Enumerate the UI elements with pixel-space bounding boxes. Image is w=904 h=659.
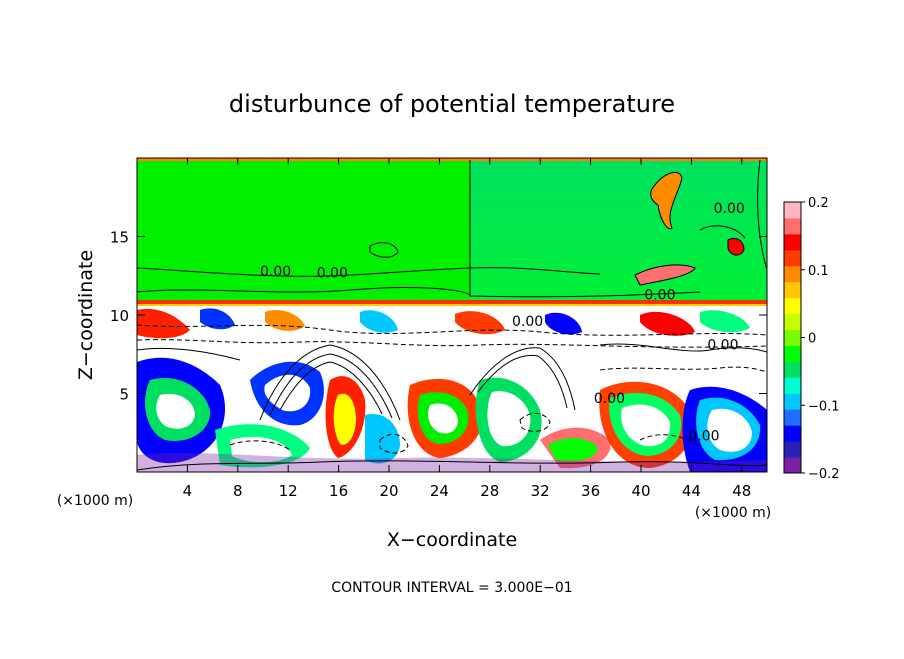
colorbar-tick-label: 0.1 [808, 264, 829, 279]
x-tick-label: 20 [379, 482, 398, 500]
contour-label: 0.00 [317, 265, 348, 281]
x-tick-label: 8 [233, 482, 243, 500]
x-tick-label: 16 [329, 482, 348, 500]
contour-lines [137, 159, 767, 471]
colorbar-segment [784, 457, 801, 474]
colorbar-segment [784, 425, 801, 442]
colorbar-segment [784, 202, 801, 219]
colorbar-segment [784, 233, 801, 251]
x-tick-label: 32 [531, 482, 550, 500]
chart-title: disturbunce of potential temperature [229, 90, 675, 118]
x-tick-label: 40 [631, 482, 650, 500]
plot-area: 0.00 0.00 0.00 0.00 0.00 0.00 0.00 0.00 [137, 158, 767, 472]
y-axis: 5 10 15 [110, 229, 767, 404]
colorbar-segment [784, 409, 801, 426]
colorbar-segment [784, 361, 801, 378]
y-axis-label: Z−coordinate [75, 250, 97, 380]
contour-labels: 0.00 0.00 0.00 0.00 0.00 0.00 0.00 0.00 [260, 201, 745, 445]
contour-label: 0.00 [260, 264, 291, 280]
colorbar-segment [784, 249, 801, 267]
y-axis-unit: (×1000 m) [57, 493, 133, 509]
colorbar-tick-label: −0.2 [808, 467, 840, 482]
colorbar-tick-label: 0.2 [808, 196, 829, 211]
contour-label: 0.00 [714, 201, 745, 217]
x-tick-label: 4 [183, 482, 193, 500]
contour-label: 0.00 [688, 429, 719, 445]
colorbar-segment [784, 217, 801, 235]
x-tick-label: 24 [430, 482, 449, 500]
colorbar-segment [784, 297, 801, 315]
x-axis-unit: (×1000 m) [695, 505, 771, 521]
contour-label: 0.00 [512, 314, 543, 330]
x-tick-label: 12 [279, 482, 298, 500]
colorbar-segment [784, 281, 801, 299]
contour-label: 0.00 [707, 338, 738, 354]
tropopause-band [137, 300, 767, 304]
colorbar-segment [784, 345, 801, 362]
contour-label: 0.00 [594, 391, 625, 407]
y-tick-label: 5 [119, 386, 129, 404]
upper-feature-plume [650, 171, 683, 230]
colorbar-tick-label: 0 [808, 332, 816, 347]
y-tick-label: 10 [110, 307, 129, 325]
turbulent-field [137, 308, 767, 472]
colorbar: 0.2 0.1 0 −0.1 −0.2 [783, 196, 840, 482]
x-axis-label: X−coordinate [387, 529, 517, 551]
upper-feature-streak [634, 264, 696, 286]
top-edge-band [137, 158, 767, 161]
x-axis: 4 8 12 16 20 24 28 32 36 40 44 48 [183, 158, 751, 500]
colorbar-segment [784, 329, 801, 346]
x-tick-label: 28 [480, 482, 499, 500]
x-tick-label: 36 [581, 482, 600, 500]
tropopause-band-lower [137, 304, 767, 306]
x-tick-label: 44 [682, 482, 701, 500]
colorbar-segment [784, 377, 801, 394]
x-tick-label: 48 [732, 482, 751, 500]
y-tick-label: 15 [110, 229, 129, 247]
upper-feature-blob [727, 237, 745, 256]
colorbar-segment [784, 313, 801, 331]
colorbar-tick-label: −0.1 [808, 399, 840, 414]
colorbar-segment [784, 393, 801, 410]
colorbar-segment [784, 441, 801, 458]
upper-right-region [470, 160, 767, 300]
colorbar-segment [784, 265, 801, 283]
contour-label: 0.00 [644, 287, 675, 303]
contour-interval-note: CONTOUR INTERVAL = 3.000E−01 [331, 580, 572, 596]
